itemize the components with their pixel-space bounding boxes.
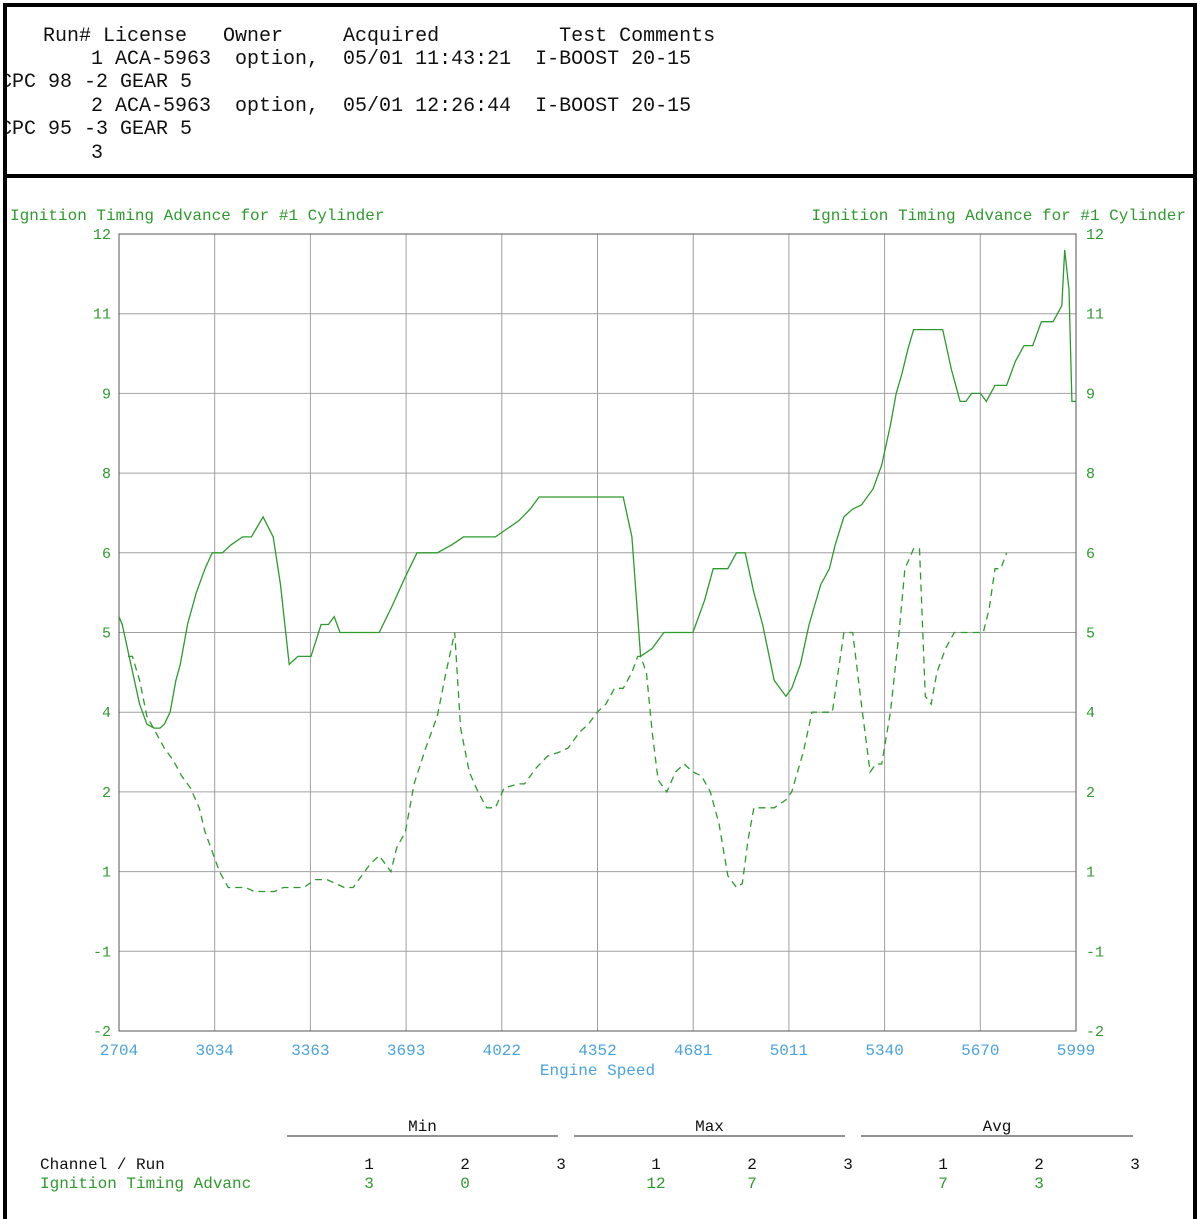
axis-layer: Ignition Timing Advance for #1 Cylinder I… (10, 207, 1186, 1080)
x-tick-label: 5999 (1057, 1042, 1095, 1060)
y-tick-label-left: 9 (102, 386, 111, 403)
y-tick-label-left: 8 (102, 466, 111, 483)
y-tick-label-right: 2 (1086, 785, 1095, 802)
y-tick-label-left: 2 (102, 785, 111, 802)
stats-run-header: 3 (1130, 1156, 1140, 1174)
chart-title-right: Ignition Timing Advance for #1 Cylinder (812, 207, 1186, 225)
run-header-panel: Run# License Owner Acquired Test Comment… (3, 3, 1197, 178)
stats-group-label: Avg (983, 1118, 1012, 1136)
y-tick-label-right: 8 (1086, 466, 1095, 483)
y-tick-label-right: 9 (1086, 386, 1095, 403)
run-1-line-2: CPC 98 -2 GEAR 5 (3, 71, 193, 94)
run-3-line-1: 3 (7, 142, 104, 165)
stats-run-header: 1 (651, 1156, 661, 1174)
y-tick-label-left: 11 (93, 307, 111, 324)
stats-run-header: 1 (364, 1156, 374, 1174)
y-tick-label-left: -2 (93, 1024, 111, 1041)
stats-run-header: 3 (843, 1156, 853, 1174)
x-axis-label: Engine Speed (540, 1062, 655, 1080)
x-tick-label: 5670 (961, 1042, 999, 1060)
y-tick-label-right: 12 (1086, 227, 1104, 244)
stats-value: 3 (1034, 1175, 1044, 1193)
stats-run-header: 3 (556, 1156, 566, 1174)
stats-group-label: Min (408, 1118, 437, 1136)
stats-value: 12 (646, 1175, 665, 1193)
y-tick-label-right: 4 (1086, 705, 1095, 722)
stats-value: 7 (938, 1175, 948, 1193)
stats-run-header: 2 (1034, 1156, 1044, 1174)
series-layer (119, 249, 1076, 893)
stats-channel-label: Ignition Timing Advanc (40, 1175, 251, 1193)
x-tick-label: 5011 (770, 1042, 808, 1060)
x-tick-label: 2704 (100, 1042, 138, 1060)
y-tick-label-right: -2 (1086, 1024, 1104, 1041)
grid-layer (118, 233, 1077, 1032)
x-tick-label: 4352 (578, 1042, 616, 1060)
y-tick-label-right: 5 (1086, 626, 1095, 643)
chart-title-left: Ignition Timing Advance for #1 Cylinder (10, 207, 384, 225)
y-tick-label-left: 5 (102, 626, 111, 643)
y-tick-label-right: -1 (1086, 944, 1104, 961)
x-tick-label: 4681 (674, 1042, 712, 1060)
chart-panel (3, 178, 1197, 1219)
stats-row-header: Channel / Run (40, 1156, 165, 1174)
run-2-line-1: 2 ACA-5963 option, 05/01 12:26:44 I-BOOS… (7, 95, 692, 118)
stats-run-header: 1 (938, 1156, 948, 1174)
y-tick-label-left: 1 (102, 865, 111, 882)
y-tick-label-left: 4 (102, 705, 111, 722)
stats-group-label: Max (695, 1118, 724, 1136)
y-tick-label-left: 12 (93, 227, 111, 244)
x-tick-label: 3693 (387, 1042, 425, 1060)
stats-value: 0 (460, 1175, 470, 1193)
x-tick-label: 5340 (865, 1042, 903, 1060)
plot-border (118, 233, 1077, 1032)
stats-run-header: 2 (460, 1156, 470, 1174)
run-2-line-2: CPC 95 -3 GEAR 5 (3, 118, 193, 141)
stats-value: 3 (364, 1175, 374, 1193)
x-tick-label: 3034 (195, 1042, 233, 1060)
x-tick-label: 3363 (291, 1042, 329, 1060)
y-tick-label-left: 6 (102, 546, 111, 563)
y-tick-label-right: 11 (1086, 307, 1104, 324)
run-1-line-1: 1 ACA-5963 option, 05/01 11:43:21 I-BOOS… (7, 48, 692, 71)
stats-run-header: 2 (747, 1156, 757, 1174)
series-run-1 (119, 249, 1076, 729)
y-tick-label-right: 6 (1086, 546, 1095, 563)
series-run-2 (128, 548, 1008, 893)
y-tick-label-left: -1 (93, 944, 111, 961)
x-tick-label: 4022 (483, 1042, 521, 1060)
y-tick-label-right: 1 (1086, 865, 1095, 882)
header-columns: Run# License Owner Acquired Test Comment… (7, 25, 716, 48)
stats-value: 7 (747, 1175, 757, 1193)
